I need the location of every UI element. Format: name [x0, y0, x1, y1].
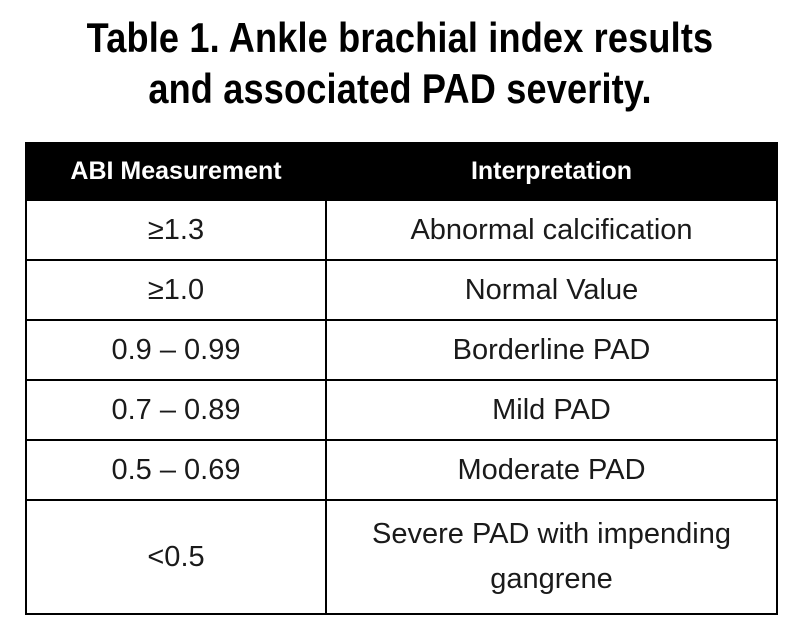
abi-measurement-cell: 0.5 – 0.69 — [25, 439, 327, 501]
abi-table: ABI Measurement Interpretation ≥1.3 Abno… — [25, 142, 778, 615]
table-row: ≥1.0 Normal Value — [25, 259, 778, 321]
column-header-interpretation: Interpretation — [325, 142, 778, 201]
abi-measurement-cell: 0.7 – 0.89 — [25, 379, 327, 441]
table-row: 0.7 – 0.89 Mild PAD — [25, 379, 778, 441]
column-header-abi-measurement: ABI Measurement — [25, 142, 327, 201]
table-row: ≥1.3 Abnormal calcification — [25, 199, 778, 261]
interpretation-cell: Moderate PAD — [325, 439, 778, 501]
interpretation-cell: Mild PAD — [325, 379, 778, 441]
table-title: Table 1. Ankle brachial index results an… — [56, 12, 744, 114]
table-title-line-2: and associated PAD severity. — [148, 65, 652, 112]
interpretation-cell: Normal Value — [325, 259, 778, 321]
interpretation-cell: Abnormal calcification — [325, 199, 778, 261]
table-title-line-1: Table 1. Ankle brachial index results — [86, 14, 714, 61]
interpretation-cell: Borderline PAD — [325, 319, 778, 381]
abi-measurement-cell: <0.5 — [25, 499, 327, 615]
abi-measurement-cell: ≥1.0 — [25, 259, 327, 321]
table-row: 0.9 – 0.99 Borderline PAD — [25, 319, 778, 381]
table-header-row: ABI Measurement Interpretation — [25, 142, 778, 201]
interpretation-cell: Severe PAD with impending gangrene — [325, 499, 778, 615]
table-row: 0.5 – 0.69 Moderate PAD — [25, 439, 778, 501]
table-row: <0.5 Severe PAD with impending gangrene — [25, 499, 778, 615]
abi-measurement-cell: ≥1.3 — [25, 199, 327, 261]
abi-measurement-cell: 0.9 – 0.99 — [25, 319, 327, 381]
